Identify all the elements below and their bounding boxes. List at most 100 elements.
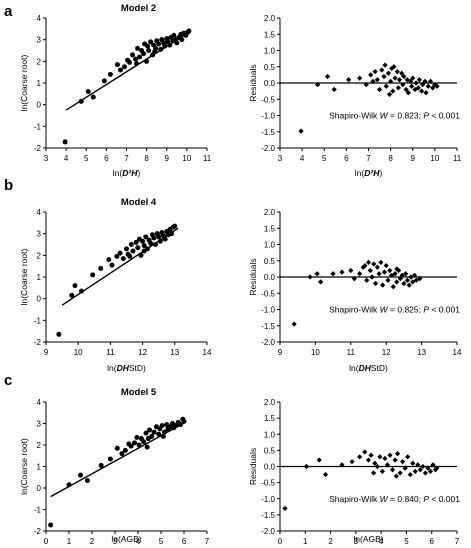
data-point [148,39,154,45]
residual-point [318,279,324,285]
data-point [127,59,133,65]
y-tick-label: -1.0 [261,306,275,315]
residual-point [365,457,372,463]
x-axis-label: ln(AGB) [111,534,141,544]
data-point [143,234,149,240]
x-tick-label: 0 [44,537,49,546]
residual-point [357,271,363,277]
residual-point [370,470,377,476]
shapiro-wilk-annotation: Shapiro-Wilk W = 0.825; P < 0.001 [329,305,460,315]
x-axis-label-text: StD) [371,363,388,373]
y-tick-label: 1.0 [264,430,276,439]
residual-point [330,271,336,277]
residual-point [404,277,411,283]
data-point [66,482,72,488]
residual-point [382,455,388,462]
residual-point [376,86,383,93]
data-point [159,423,165,429]
residual-point [390,88,396,94]
residual-point [415,462,421,468]
y-axis-label: ln(Coarse root) [19,54,29,111]
data-point [48,522,54,528]
residual-point [407,78,414,84]
y-tick-label: 2.0 [264,398,276,407]
residual-point [394,451,401,457]
residual-point [409,83,415,89]
residual-point [383,83,389,89]
data-point [98,462,104,468]
x-axis-label-italic: DH [359,363,372,373]
y-tick-label: 1 [37,79,42,88]
y-tick-label: -0.5 [261,479,275,488]
x-tick-label: 10 [430,154,439,163]
annotation-w: W [380,111,389,121]
residual-point [389,467,396,473]
fit-plot-c: -2 -1 0 1 2 3 4 0 1 2 3 4 5 6 7 ln(Coarse root) ln(AGB) M… [19,387,210,546]
data-point [107,71,113,77]
residual-point [364,277,370,283]
y-tick-label: -2 [34,144,42,153]
data-point [98,265,104,271]
x-tick-label: 8 [388,154,393,163]
data-point [162,236,168,242]
residual-point [387,452,393,458]
data-point [130,248,136,254]
residual-point [400,459,406,465]
data-point [141,439,147,445]
residual-point [374,77,380,83]
y-tick-label: 1 [37,463,42,472]
data-point [137,54,143,60]
residual-point [410,75,416,81]
x-tick-label: 3 [44,154,49,163]
annotation-p: P [423,305,429,315]
x-tick-label: 4 [300,154,305,163]
residual-point [397,470,403,476]
x-tick-label: 4 [379,537,384,546]
residual-point [411,272,418,278]
panel-letter: c [4,372,12,389]
x-tick-label: 2 [90,537,95,546]
data-point [101,78,107,84]
residual-point [396,77,403,83]
residual-point [413,80,419,86]
data-point [56,331,62,337]
y-tick-label: 4 [37,398,42,407]
residual-point [405,90,411,96]
y-tick-label: 3 [37,230,42,239]
residual-point [389,65,395,71]
y-tick-label: -1.0 [261,112,275,121]
x-tick-label: 10 [74,348,83,357]
y-axis-label: Residuals [248,448,258,485]
data-point [128,443,134,449]
residual-point [401,280,407,287]
data-point [69,292,75,298]
residual-point [387,267,393,274]
data-point [78,472,83,478]
residual-point [376,271,382,277]
y-tick-label: -1 [34,506,42,515]
residual-point [381,269,388,275]
y-tick-label: 2 [37,251,42,260]
data-point [127,253,133,259]
y-tick-label: 4 [37,14,42,23]
x-tick-label: 0 [278,537,283,546]
residual-point [406,282,412,288]
x-axis-label-text: ln(AGB) [111,534,141,544]
data-point [160,433,166,439]
residual-point [339,462,345,468]
residual-point [380,282,386,288]
data-point [130,52,136,58]
x-tick-label: 1 [303,537,308,546]
residual-point [372,280,379,287]
y-axis-label: Residuals [248,64,258,101]
x-axis-label-text: StD) [129,363,146,373]
y-tick-label: -1.5 [261,128,275,137]
y-tick-label: -2.0 [261,338,275,347]
residual-point [410,460,416,466]
residual-point [425,83,431,89]
data-point [120,256,126,262]
residual-point [385,277,391,283]
residual-point [351,276,357,282]
residual-point [381,73,387,80]
